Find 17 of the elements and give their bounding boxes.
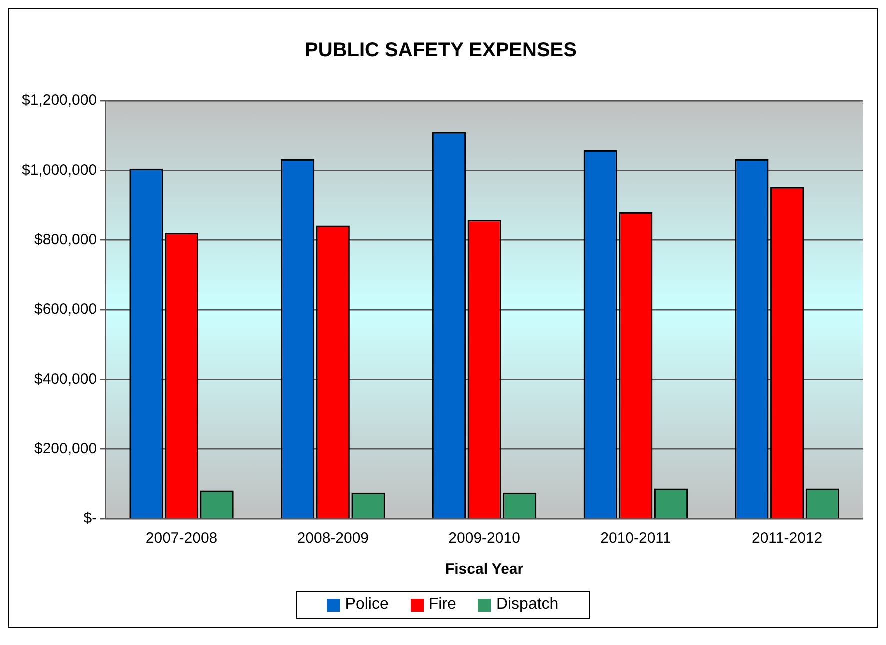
x-tick-label: 2008-2009 [297, 530, 370, 548]
y-tick-label: $800,000 [34, 231, 98, 248]
legend-label: Fire [428, 596, 456, 614]
y-tick-label: $- [84, 510, 98, 528]
y-tick-label: $200,000 [34, 440, 98, 458]
x-tick-label: 2010-2011 [600, 530, 672, 548]
y-tick-label: $1,000,000 [22, 162, 98, 179]
x-tick-label: 2011-2012 [752, 530, 823, 548]
x-axis-title: Fiscal Year [445, 561, 524, 578]
legend-label: Police [345, 596, 389, 614]
y-tick-label: $600,000 [34, 301, 98, 318]
legend-label: Dispatch [496, 596, 559, 614]
y-tick-label: $400,000 [34, 370, 98, 388]
chart-title: PUBLIC SAFETY EXPENSES [305, 40, 577, 62]
y-tick-label: $1,200,000 [22, 92, 98, 110]
x-tick-label: 2007-2008 [146, 530, 218, 548]
x-tick-label: 2009-2010 [448, 530, 520, 548]
